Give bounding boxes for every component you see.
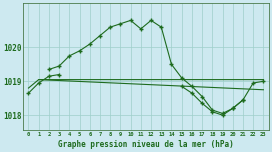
- X-axis label: Graphe pression niveau de la mer (hPa): Graphe pression niveau de la mer (hPa): [58, 140, 234, 149]
